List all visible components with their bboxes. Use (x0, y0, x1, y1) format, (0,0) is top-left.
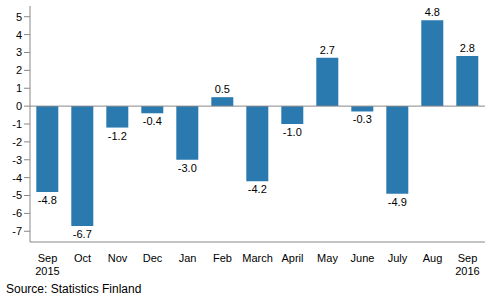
svg-text:-5: -5 (12, 189, 22, 201)
svg-text:2.8: 2.8 (460, 42, 475, 54)
svg-text:2: 2 (16, 64, 22, 76)
svg-text:3: 3 (16, 46, 22, 58)
svg-text:4: 4 (16, 29, 22, 41)
svg-text:March: March (242, 252, 273, 264)
svg-text:Feb: Feb (213, 252, 232, 264)
svg-text:5: 5 (16, 11, 22, 23)
svg-text:-4.9: -4.9 (388, 196, 407, 208)
svg-text:May: May (317, 252, 338, 264)
svg-text:-2: -2 (12, 136, 22, 148)
svg-text:-6.7: -6.7 (73, 228, 92, 240)
svg-text:June: June (351, 252, 375, 264)
svg-text:-3: -3 (12, 154, 22, 166)
svg-text:Jan: Jan (179, 252, 197, 264)
svg-text:Aug: Aug (423, 252, 443, 264)
svg-text:-4: -4 (12, 172, 22, 184)
svg-text:0: 0 (16, 100, 22, 112)
svg-text:4.8: 4.8 (425, 6, 440, 18)
svg-text:0.5: 0.5 (215, 83, 230, 95)
html-text:Source: Statistics Finland: Source: Statistics Finland (6, 282, 142, 296)
svg-text:-1.2: -1.2 (108, 130, 127, 142)
svg-text:Sep2015: Sep2015 (35, 252, 59, 277)
svg-text:July: July (388, 252, 408, 264)
svg-text:-1.0: -1.0 (283, 126, 302, 138)
svg-text:-3.0: -3.0 (178, 162, 197, 174)
svg-text:April: April (281, 252, 303, 264)
svg-text:Sep2016: Sep2016 (455, 252, 479, 277)
svg-text:-4.8: -4.8 (38, 194, 57, 206)
svg-text:-6: -6 (12, 207, 22, 219)
svg-text:-7: -7 (12, 225, 22, 237)
svg-text:-0.3: -0.3 (353, 113, 372, 125)
svg-text:Nov: Nov (108, 252, 128, 264)
svg-text:Oct: Oct (74, 252, 91, 264)
svg-text:1: 1 (16, 82, 22, 94)
svg-text:Dec: Dec (143, 252, 163, 264)
svg-text:-4.2: -4.2 (248, 183, 267, 195)
svg-text:-0.4: -0.4 (143, 115, 162, 127)
svg-text:-1: -1 (12, 118, 22, 130)
svg-text:2.7: 2.7 (320, 44, 335, 56)
